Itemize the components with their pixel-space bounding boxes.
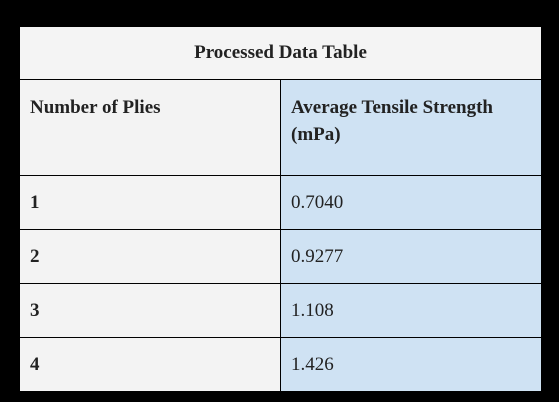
table-cell: 1 (19, 175, 281, 230)
table-cell: 0.7040 (280, 175, 542, 230)
table-row: 1 0.7040 (19, 175, 542, 230)
table-cell: 4 (19, 337, 281, 392)
header-cell: Number of Plies (19, 79, 281, 176)
table-row: 2 0.9277 (19, 229, 542, 284)
header-cell: Average Tensile Strength (mPa) (280, 79, 542, 176)
table-cell: 1.108 (280, 283, 542, 338)
table-body: 1 0.7040 2 0.9277 3 1.108 4 1.426 (19, 175, 542, 392)
table-cell: 2 (19, 229, 281, 284)
table-cell: 3 (19, 283, 281, 338)
table-row: 4 1.426 (19, 337, 542, 392)
table-cell: 0.9277 (280, 229, 542, 284)
table-row: 3 1.108 (19, 283, 542, 338)
table-title: Processed Data Table (19, 26, 542, 80)
table-cell: 1.426 (280, 337, 542, 392)
data-table: Processed Data Table Number of Plies Ave… (19, 26, 542, 392)
